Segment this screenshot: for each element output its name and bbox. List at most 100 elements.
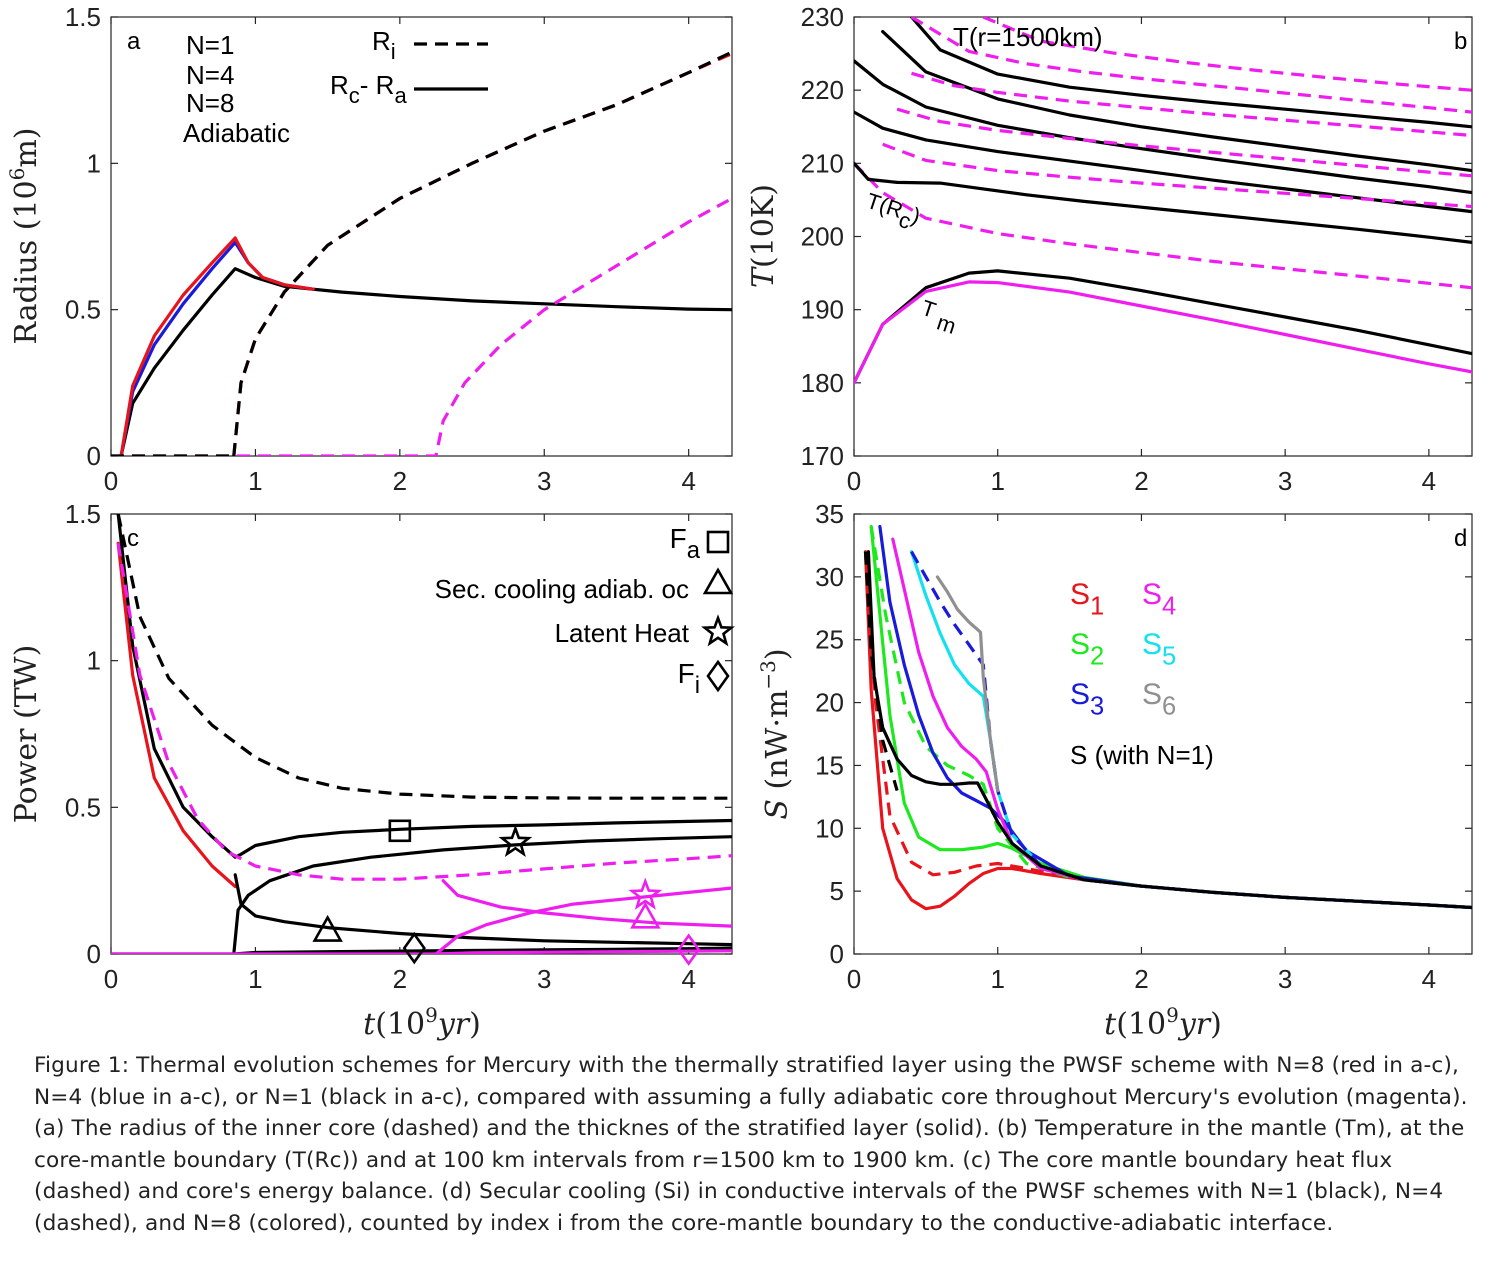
series-line xyxy=(982,17,1472,92)
y-tick-label: 5 xyxy=(830,876,844,906)
legend-entry-0: S1 xyxy=(1070,578,1104,621)
x-tick-label: 3 xyxy=(1278,466,1292,496)
series-line xyxy=(863,551,1472,910)
series-line xyxy=(232,50,732,456)
legend-entry-2: N=8 xyxy=(186,88,234,118)
series-line xyxy=(119,267,732,456)
x-tick-label: 0 xyxy=(847,964,861,994)
axes-frame xyxy=(853,513,1473,955)
series-line xyxy=(854,269,1472,385)
series-line xyxy=(896,107,1472,178)
x-tick-label: 3 xyxy=(537,964,551,994)
panel-letter: d xyxy=(1454,525,1467,552)
legend-entry-5: S6 xyxy=(1142,678,1176,721)
series-line xyxy=(909,550,1472,910)
diamond-marker xyxy=(402,931,426,965)
legend-entry-2: S3 xyxy=(1070,678,1104,721)
x-axis-label: t(109yr) xyxy=(363,1003,481,1042)
square-marker xyxy=(388,819,412,843)
y-tick-label: 0 xyxy=(87,939,101,969)
series-group xyxy=(863,524,1472,911)
series-line xyxy=(232,52,732,456)
y-tick-label: 180 xyxy=(801,368,844,398)
series-line xyxy=(866,550,1472,910)
x-tick-label: 1 xyxy=(990,466,1004,496)
x-tick-label: 2 xyxy=(1134,466,1148,496)
panel-a: 0 1 2 3 4 0 0.5 1 1.5 a Radius (106m) N=1N=4N=8Adia… xyxy=(5,2,733,496)
y-tick-label: 1 xyxy=(87,646,101,676)
panel-c: 0 1 2 3 4 0 0.5 1 1.5 c Power (TW) t(109yr) Fa Sec. c… xyxy=(9,499,735,1042)
annotation-t1500: T(r=1500km) xyxy=(953,22,1103,52)
y-tick-label: 35 xyxy=(815,499,844,529)
triangle-marker xyxy=(312,914,343,942)
y-tick-label: 15 xyxy=(815,750,844,780)
y-axis-label: S (nW·m−3) xyxy=(756,648,795,819)
triangle-marker xyxy=(630,901,661,929)
series-line xyxy=(111,197,732,456)
x-tick-label: 0 xyxy=(104,964,118,994)
series-line xyxy=(910,550,1472,910)
y-tick-label: 20 xyxy=(815,688,844,718)
y-tick-label: 0.5 xyxy=(65,295,101,325)
legend-entry-1: N=4 xyxy=(186,60,234,90)
figure-caption: Figure 1: Thermal evolution schemes for … xyxy=(34,1053,1468,1236)
series-line xyxy=(910,17,1472,114)
legend-entry-3: Adiabatic xyxy=(183,118,290,148)
legend-style-entry: Ri xyxy=(372,26,396,64)
series-line xyxy=(909,17,1472,129)
x-tick-label: 1 xyxy=(248,466,262,496)
panel-b: 0 1 2 3 4 170 180 190 200 210 220 230 b T(10K) T(r=150… xyxy=(746,2,1473,496)
series-line xyxy=(854,280,1472,385)
panel-letter: a xyxy=(127,28,141,55)
y-axis-label: Power (TW) xyxy=(9,645,44,824)
x-tick-label: 1 xyxy=(990,964,1004,994)
series-line xyxy=(441,879,732,928)
star-marker xyxy=(628,877,663,910)
y-tick-label: 190 xyxy=(801,295,844,325)
triangle-marker xyxy=(702,567,734,595)
y-axis-label: Radius (106m) xyxy=(5,128,44,345)
legend-entry-6: S (with N=1) xyxy=(1070,740,1214,770)
panel-d: 0 1 2 3 4 0 5 10 15 20 25 30 35 d S (nW·m−3) t(109yr) S1… xyxy=(756,499,1473,1042)
y-tick-label: 1 xyxy=(87,148,101,178)
x-tick-label: 4 xyxy=(681,466,695,496)
diamond-marker xyxy=(677,933,701,966)
annotation-tm: T m xyxy=(916,295,962,339)
star-marker xyxy=(701,614,735,647)
series-line xyxy=(854,59,1472,195)
x-tick-label: 2 xyxy=(393,466,407,496)
y-tick-label: 200 xyxy=(801,222,844,252)
y-tick-label: 1.5 xyxy=(65,499,101,529)
x-axis-label: t(109yr) xyxy=(1104,1003,1222,1042)
x-tick-label: 4 xyxy=(681,964,695,994)
y-tick-label: 0.5 xyxy=(65,792,101,822)
y-tick-label: 230 xyxy=(801,2,844,32)
legend-entry-0: N=1 xyxy=(186,30,234,60)
series-group xyxy=(111,514,732,954)
y-tick-label: 0 xyxy=(830,939,844,969)
star-marker xyxy=(498,824,533,857)
series-group xyxy=(111,50,732,456)
legend-marker-label: Latent Heat xyxy=(555,618,690,648)
x-tick-label: 0 xyxy=(847,466,861,496)
series-line xyxy=(116,543,732,881)
legend-marker-label: Fi xyxy=(678,658,700,699)
y-tick-label: 1.5 xyxy=(65,2,101,32)
x-tick-label: 1 xyxy=(248,964,262,994)
legend-entry-4: S5 xyxy=(1142,628,1176,671)
annotation-t-rc: T(Rc) xyxy=(861,188,923,236)
x-tick-label: 2 xyxy=(1134,964,1148,994)
x-tick-label: 4 xyxy=(1422,964,1436,994)
figure-canvas: 0 1 2 3 4 0 0.5 1 1.5 a Radius (106m) N=1N=4N=8Adia… xyxy=(5,2,1473,1042)
series-line xyxy=(891,537,1472,910)
x-tick-label: 3 xyxy=(537,466,551,496)
y-tick-label: 0 xyxy=(87,441,101,471)
series-line xyxy=(434,886,732,954)
legend-entry-1: S2 xyxy=(1070,628,1104,671)
series-line xyxy=(232,946,732,954)
series-line xyxy=(116,541,237,889)
y-tick-label: 30 xyxy=(815,562,844,592)
series-line xyxy=(111,949,732,954)
series-line xyxy=(863,551,899,792)
panel-letter: b xyxy=(1454,28,1467,55)
